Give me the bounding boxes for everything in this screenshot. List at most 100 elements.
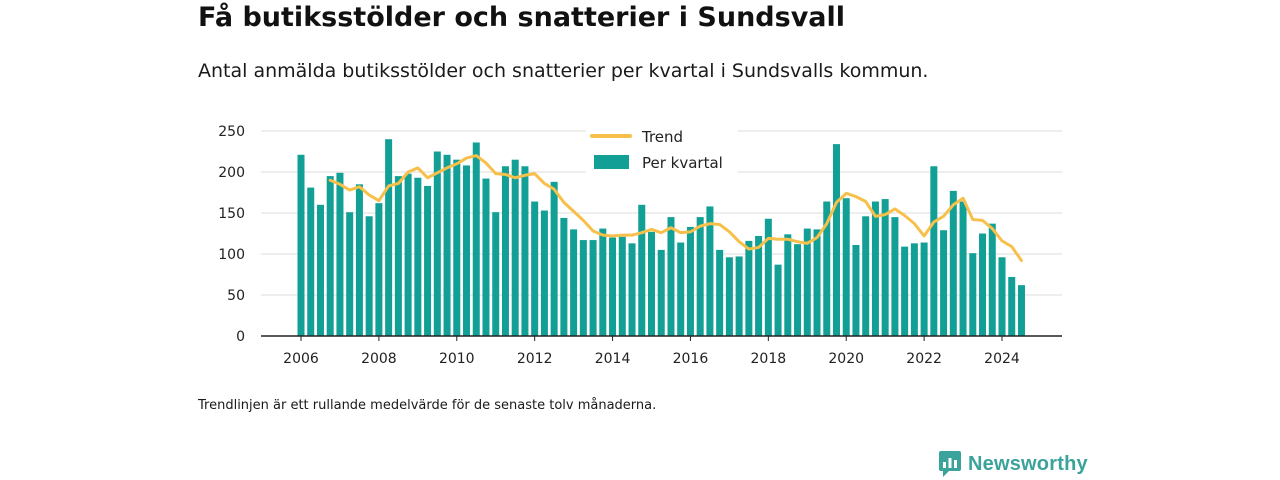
bar	[326, 176, 334, 336]
chart-subtitle: Antal anmälda butiksstölder och snatteri…	[198, 60, 929, 82]
trend-series	[328, 154, 1023, 263]
trend-line	[328, 154, 1023, 263]
bar	[297, 154, 305, 336]
bar	[463, 165, 471, 336]
bar	[501, 166, 509, 336]
bar	[589, 240, 597, 336]
bar	[579, 240, 587, 336]
bar	[599, 228, 607, 336]
bar	[969, 253, 977, 336]
bar	[667, 217, 675, 336]
brand-logo: Newsworthy	[938, 450, 1088, 478]
bar	[531, 201, 539, 336]
y-tick-label: 50	[227, 288, 245, 304]
bar	[570, 229, 578, 336]
bar	[706, 206, 714, 336]
bar	[745, 240, 753, 336]
bar	[755, 235, 763, 336]
bar	[794, 244, 802, 336]
bar	[365, 216, 373, 336]
bar	[930, 166, 938, 336]
bar	[482, 178, 490, 336]
bar	[862, 216, 870, 336]
bar	[725, 257, 733, 336]
bar	[716, 249, 724, 336]
x-tick-label: 2024	[984, 351, 1020, 367]
bar	[764, 218, 772, 336]
newsworthy-logo-icon	[939, 451, 961, 477]
bar	[881, 199, 889, 336]
legend-trend-label: Trend	[641, 128, 683, 146]
bar	[686, 226, 694, 336]
x-tick-label: 2006	[283, 351, 319, 367]
brand-name: Newsworthy	[968, 452, 1088, 475]
y-tick-label: 200	[218, 165, 245, 181]
bar	[988, 223, 996, 336]
y-tick-label: 0	[236, 329, 245, 345]
bar	[453, 159, 461, 336]
x-axis	[261, 335, 1062, 341]
legend-bars-swatch	[594, 155, 629, 169]
bar	[774, 264, 782, 336]
bar	[492, 212, 500, 336]
bar	[803, 228, 811, 336]
bar	[550, 181, 558, 336]
bar	[891, 217, 899, 336]
x-tick-label: 2014	[595, 351, 631, 367]
bar	[521, 166, 529, 336]
y-tick-label: 100	[218, 247, 245, 263]
bar	[696, 217, 704, 336]
bar	[940, 230, 948, 336]
bar	[823, 201, 831, 336]
bar	[657, 249, 665, 336]
bar	[609, 237, 617, 336]
bar	[959, 201, 967, 336]
bar	[385, 139, 393, 336]
x-tick-label: 2012	[517, 351, 553, 367]
bar	[1017, 285, 1025, 336]
footnote: Trendlinjen är ett rullande medelvärde f…	[198, 398, 657, 413]
bar	[424, 185, 432, 336]
x-tick-label: 2022	[906, 351, 942, 367]
bar	[813, 229, 821, 336]
x-tick-label: 2016	[673, 351, 709, 367]
bar	[998, 257, 1006, 336]
bar	[346, 212, 354, 336]
bar	[618, 236, 626, 336]
bar	[414, 177, 422, 336]
bar-line-chart: 0 50 100 150 200 250 2006 2008 2010 2012 2014 2016…	[218, 124, 1062, 367]
bar	[979, 233, 987, 336]
bar	[433, 151, 441, 336]
bar	[842, 198, 850, 336]
bar	[648, 231, 656, 336]
bar	[871, 201, 879, 336]
bar-series	[297, 139, 1025, 336]
bar	[307, 187, 315, 336]
bar	[394, 176, 402, 336]
x-axis-labels: 2006 2008 2010 2012 2014 2016 2018 2020 2022 2024	[283, 351, 1020, 367]
bar	[949, 190, 957, 336]
bar	[443, 154, 451, 336]
bar	[784, 234, 792, 336]
bar	[511, 159, 519, 336]
y-tick-label: 150	[218, 206, 245, 222]
legend-bars-label: Per kvartal	[642, 154, 723, 172]
x-tick-label: 2020	[828, 351, 864, 367]
bar	[560, 217, 568, 336]
bar	[628, 243, 636, 336]
x-tick-label: 2018	[751, 351, 787, 367]
bar	[540, 210, 548, 336]
bar	[910, 243, 918, 336]
bar	[638, 204, 646, 336]
x-tick-label: 2010	[439, 351, 475, 367]
bar	[735, 256, 743, 336]
bar	[355, 184, 363, 336]
bar	[472, 142, 480, 336]
bar	[316, 204, 324, 336]
y-axis-labels: 0 50 100 150 200 250	[218, 124, 245, 345]
bar	[677, 242, 685, 336]
y-tick-label: 250	[218, 124, 245, 140]
bar	[920, 242, 928, 336]
x-tick-label: 2008	[361, 351, 397, 367]
bar	[901, 246, 909, 336]
